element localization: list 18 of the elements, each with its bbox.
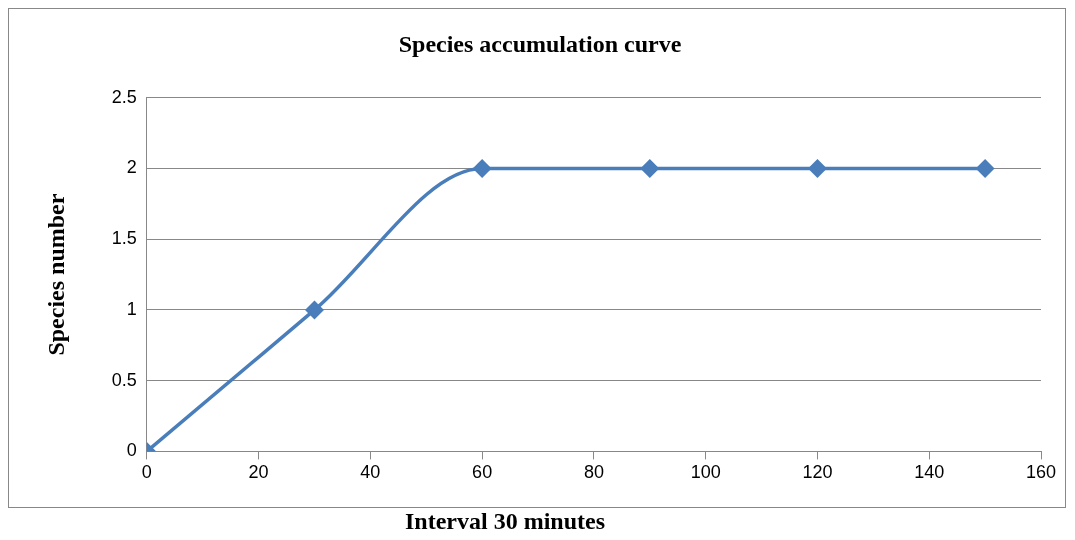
x-tick-label: 20: [248, 462, 269, 483]
x-tick-label: 80: [583, 462, 604, 483]
x-tick-label: 60: [472, 462, 493, 483]
y-tick-label: 1: [126, 298, 137, 319]
y-axis-title: Species number: [42, 193, 69, 356]
y-tick-label: 0: [126, 440, 137, 461]
x-tick-label: 100: [690, 462, 721, 483]
x-tick-label: 0: [141, 462, 152, 483]
y-tick-label: 1.5: [111, 228, 137, 249]
x-axis-title: Interval 30 minutes: [404, 508, 606, 535]
x-tick-label: 140: [914, 462, 945, 483]
x-tick-label: 40: [360, 462, 381, 483]
x-tick-label: 120: [802, 462, 833, 483]
y-tick-label: 2: [126, 157, 137, 178]
x-tick-label: 160: [1025, 462, 1057, 483]
chart-title: Species accumulation curve: [398, 30, 682, 57]
y-tick-label: 0.5: [111, 369, 137, 390]
y-tick-label: 2.5: [111, 86, 137, 107]
